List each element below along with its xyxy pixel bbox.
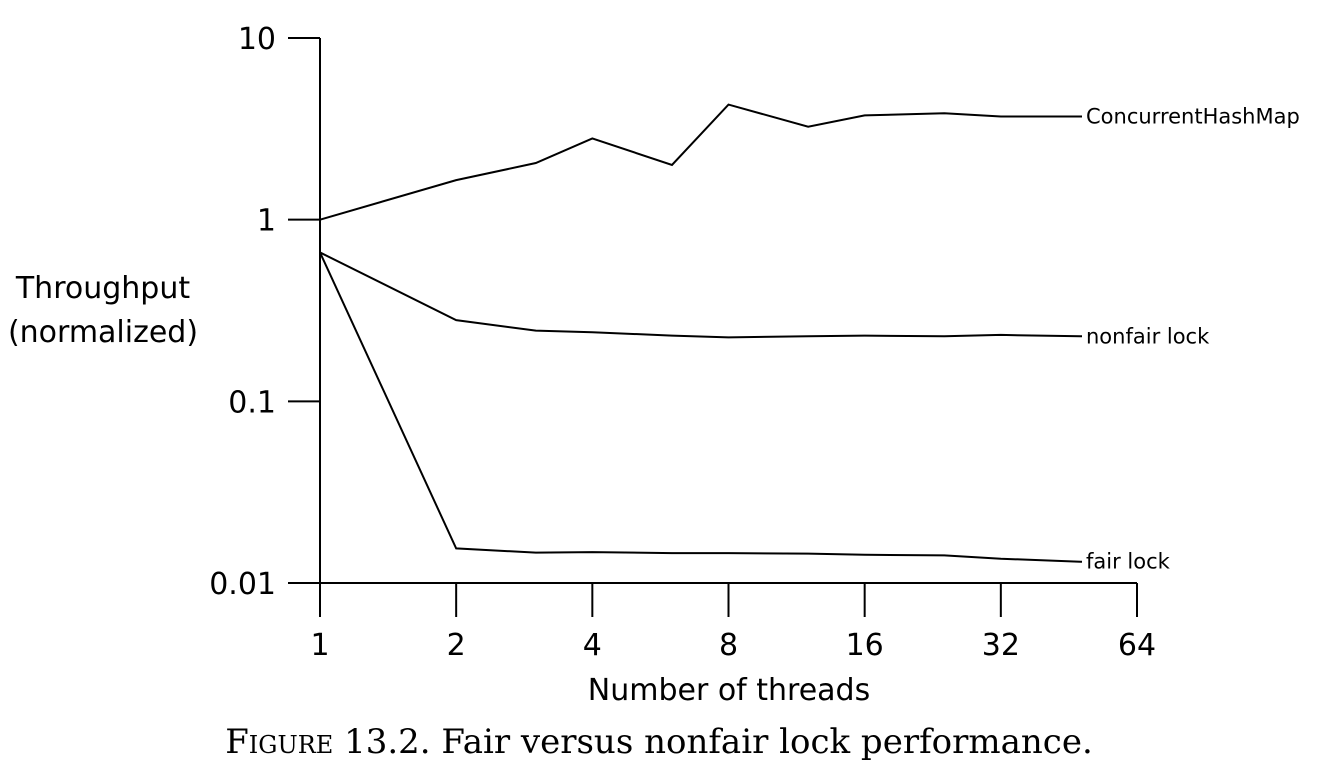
series-line-fair-lock xyxy=(319,252,1082,563)
x-tick-label: 4 xyxy=(583,628,602,663)
series-group xyxy=(319,103,1082,563)
y-tick-label: 0.01 xyxy=(209,567,276,602)
axes-group xyxy=(288,38,1137,584)
caption-text: 13.2. Fair versus nonfair lock performan… xyxy=(344,722,1093,762)
series-line-nonfair-lock xyxy=(319,251,1082,339)
figure-caption: Figure 13.2. Fair versus nonfair lock pe… xyxy=(0,722,1318,762)
x-tick-label: 2 xyxy=(447,628,466,663)
y-axis-title-line1: Throughput xyxy=(15,271,190,306)
y-tick-label: 0.1 xyxy=(228,385,276,420)
y-axis-title-line2: (normalized) xyxy=(8,315,198,350)
x-tick-label: 16 xyxy=(846,628,884,663)
line-chart: 0.01 0.1 1 10 1 2 4 8 16 32 64 ConcurrentHashMap n… xyxy=(8,22,1300,708)
y-tick-label: 10 xyxy=(238,22,276,57)
x-tick-label: 32 xyxy=(982,628,1020,663)
caption-prefix: Figure xyxy=(225,722,334,762)
x-tick-label: 1 xyxy=(310,628,329,663)
y-ticks: 0.01 0.1 1 10 xyxy=(209,22,320,602)
x-axis-title: Number of threads xyxy=(588,673,870,708)
series-label-fair-lock: fair lock xyxy=(1086,550,1171,574)
series-label-nonfair-lock: nonfair lock xyxy=(1086,324,1210,348)
series-labels: ConcurrentHashMap nonfair lock fair lock xyxy=(1086,104,1300,573)
series-label-concurrenthashmap: ConcurrentHashMap xyxy=(1086,104,1300,128)
x-tick-label: 64 xyxy=(1118,628,1156,663)
x-tick-label: 8 xyxy=(719,628,738,663)
series-line-concurrenthashmap xyxy=(319,103,1082,221)
x-ticks: 1 2 4 8 16 32 64 xyxy=(310,583,1156,663)
y-tick-label: 1 xyxy=(257,204,276,239)
